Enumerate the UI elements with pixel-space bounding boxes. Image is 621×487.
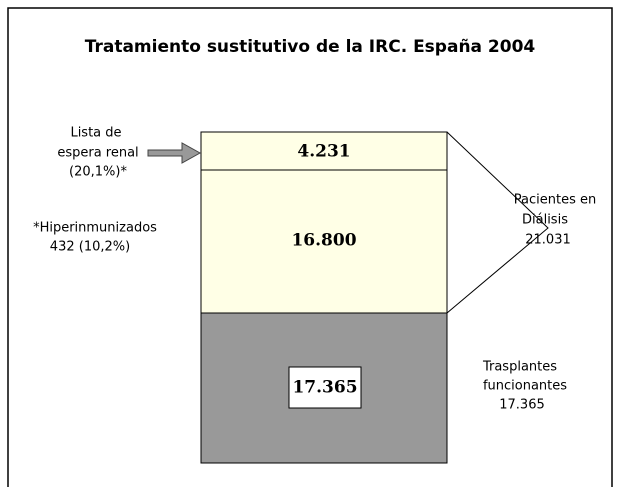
note: Trasplantes (482, 360, 557, 375)
note: *Hiperinmunizados (33, 221, 157, 236)
value-box (288, 366, 362, 409)
title: Tratamiento sustitutivo de la IRC. Españ… (85, 37, 536, 57)
segment-label: 17.365 (292, 378, 357, 398)
note: 17.365 (499, 398, 545, 413)
note: espera renal (57, 146, 138, 161)
frame (7, 7, 613, 487)
note: (20,1%)* (69, 165, 127, 180)
note: Pacientes en (514, 193, 596, 208)
segment-label: 4.231 (297, 142, 350, 162)
note: Lista de (70, 126, 121, 141)
segment-dialysis (200, 169, 448, 314)
arrow (147, 142, 202, 164)
note: funcionantes (483, 379, 567, 394)
bracket (446, 131, 549, 314)
segment-label: 16.800 (291, 231, 356, 251)
note: Diálisis (522, 213, 568, 228)
note: 432 (10,2%) (50, 240, 130, 255)
note: 21.031 (525, 233, 571, 248)
